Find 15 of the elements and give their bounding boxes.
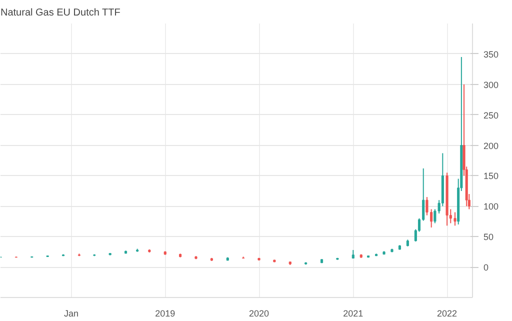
y-tick-label: 50: [484, 232, 494, 242]
y-tick-label: 250: [484, 110, 499, 120]
x-tick-label: 2020: [248, 308, 270, 318]
x-tick-label: 2022: [437, 308, 458, 318]
x-tick-label: 2021: [343, 308, 364, 318]
y-tick-label: 200: [484, 140, 499, 151]
candlestick: [454, 212, 456, 226]
chart-title: Natural Gas EU Dutch TTF: [0, 8, 120, 18]
x-tick-label: 2019: [155, 308, 176, 318]
y-tick-label: 150: [484, 171, 499, 182]
y-tick-label: 100: [484, 202, 499, 212]
y-tick-label: 350: [484, 49, 499, 60]
y-tick-label: 0: [484, 262, 489, 273]
y-tick-label: 300: [484, 80, 499, 90]
x-tick-label: Jan: [64, 308, 78, 318]
